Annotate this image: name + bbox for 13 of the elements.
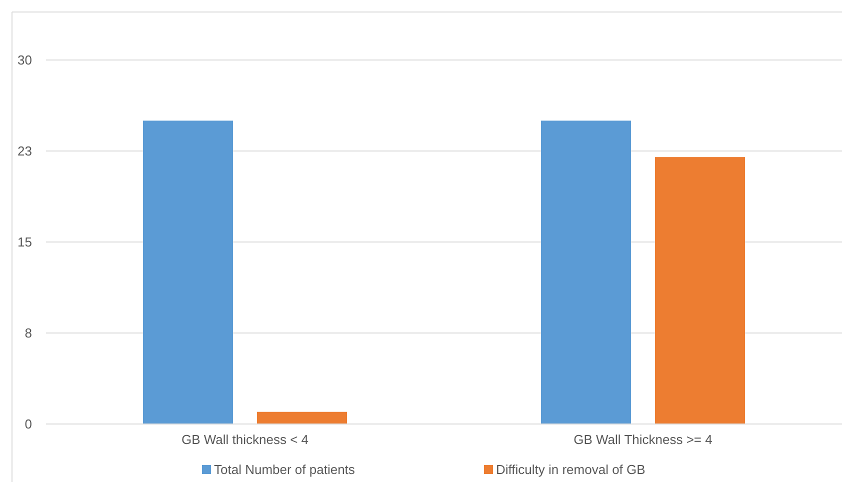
legend-label: Total Number of patients bbox=[214, 462, 356, 477]
y-tick-label: 8 bbox=[24, 326, 32, 341]
bar bbox=[143, 120, 233, 424]
y-tick-label: 30 bbox=[18, 52, 32, 68]
bar bbox=[655, 157, 745, 424]
y-tick-label: 0 bbox=[24, 416, 32, 432]
x-tick-label: GB Wall Thickness >= 4 bbox=[574, 432, 712, 447]
y-tick-label: 15 bbox=[18, 234, 32, 250]
bar bbox=[257, 412, 347, 424]
y-tick-label: 23 bbox=[18, 144, 32, 159]
bar bbox=[541, 120, 631, 424]
legend-label: Difficulty in removal of GB bbox=[496, 462, 646, 477]
x-tick-label: GB Wall thickness < 4 bbox=[181, 432, 309, 447]
